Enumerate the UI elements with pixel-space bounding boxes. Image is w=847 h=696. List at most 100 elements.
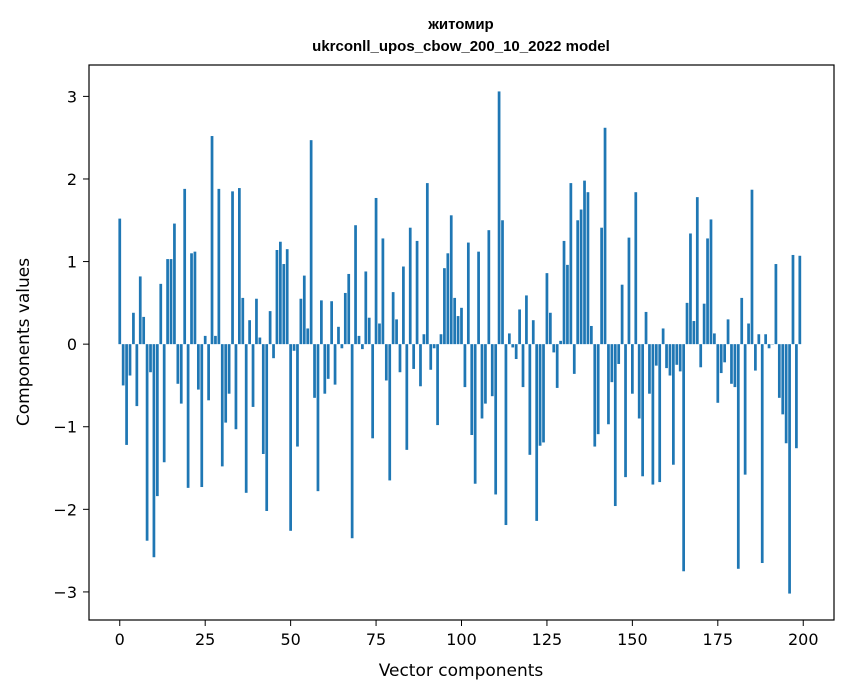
bar: [183, 188, 187, 345]
bar: [159, 283, 163, 345]
bar: [562, 240, 566, 345]
bar: [402, 266, 405, 345]
bar: [788, 344, 791, 594]
bar: [405, 344, 409, 450]
bar: [149, 344, 152, 373]
bar: [798, 255, 802, 345]
bar: [695, 197, 699, 345]
bar: [412, 344, 416, 369]
bar: [210, 136, 214, 345]
bar: [285, 249, 289, 345]
bar: [620, 284, 624, 345]
bar: [439, 334, 443, 345]
bar: [590, 325, 593, 345]
bar: [323, 344, 327, 394]
bar: [713, 333, 716, 345]
bar: [343, 292, 347, 345]
y-tick-label: −2: [53, 500, 77, 519]
bar: [740, 297, 744, 345]
bar: [774, 264, 778, 345]
bar: [795, 344, 798, 449]
bar: [166, 259, 169, 345]
bar: [313, 344, 316, 398]
bar: [501, 220, 504, 345]
bar: [449, 215, 453, 345]
bar: [627, 237, 631, 345]
bar: [162, 344, 166, 463]
bar: [155, 344, 159, 497]
bar: [169, 259, 173, 345]
bar: [381, 238, 385, 345]
bar: [220, 344, 224, 467]
plot-frame: [88, 64, 835, 621]
bar: [689, 233, 692, 345]
bar: [231, 191, 234, 345]
bar: [128, 344, 132, 376]
bar: [460, 307, 463, 345]
bar: [272, 344, 275, 359]
bar: [760, 344, 764, 564]
x-axis-label: Vector components: [379, 661, 544, 681]
bar: [316, 344, 320, 492]
x-tick-label: 25: [195, 630, 215, 649]
bar: [289, 344, 292, 531]
bar: [586, 192, 590, 345]
bar: [661, 328, 665, 345]
bar: [545, 273, 549, 345]
bar: [726, 319, 730, 345]
bar: [494, 344, 498, 495]
bar: [374, 197, 378, 345]
bar: [781, 344, 785, 415]
bar: [214, 335, 217, 345]
bar: [279, 241, 282, 345]
bar: [784, 344, 788, 444]
bar: [648, 344, 651, 394]
bar: [641, 344, 644, 477]
bar: [607, 344, 610, 425]
bar: [422, 334, 426, 345]
bar: [723, 344, 727, 363]
bar: [340, 344, 344, 349]
bar: [347, 273, 351, 345]
bar: [583, 180, 586, 345]
bar: [538, 344, 542, 446]
bar: [446, 253, 450, 345]
bar: [631, 344, 634, 394]
bar: [388, 344, 392, 481]
x-tick-label: 75: [366, 630, 386, 649]
bar: [350, 344, 354, 539]
bar: [555, 344, 559, 388]
bar: [603, 127, 607, 345]
bar: [275, 250, 279, 345]
bar: [429, 344, 433, 370]
bar: [282, 264, 286, 345]
bar: [142, 316, 146, 345]
bar: [576, 220, 580, 345]
bar: [309, 140, 313, 345]
bar: [470, 344, 474, 435]
bar: [678, 344, 682, 372]
x-tick-label: 50: [280, 630, 300, 649]
bar: [596, 344, 600, 435]
bar: [490, 344, 494, 397]
bar: [302, 275, 306, 345]
bar: [384, 344, 388, 381]
bar: [179, 344, 183, 404]
bar: [193, 251, 197, 345]
bar: [593, 344, 597, 447]
x-tick-label: 175: [703, 630, 734, 649]
bar: [244, 344, 248, 493]
bar: [265, 344, 269, 511]
bar: [395, 319, 398, 345]
bar: [658, 344, 662, 483]
bar: [730, 344, 733, 384]
bar: [463, 344, 467, 388]
bar: [196, 344, 200, 390]
bar: [480, 344, 484, 419]
bar: [326, 344, 330, 379]
bar: [665, 344, 668, 369]
bar: [419, 344, 422, 387]
bar: [777, 344, 781, 398]
bar: [466, 242, 470, 345]
